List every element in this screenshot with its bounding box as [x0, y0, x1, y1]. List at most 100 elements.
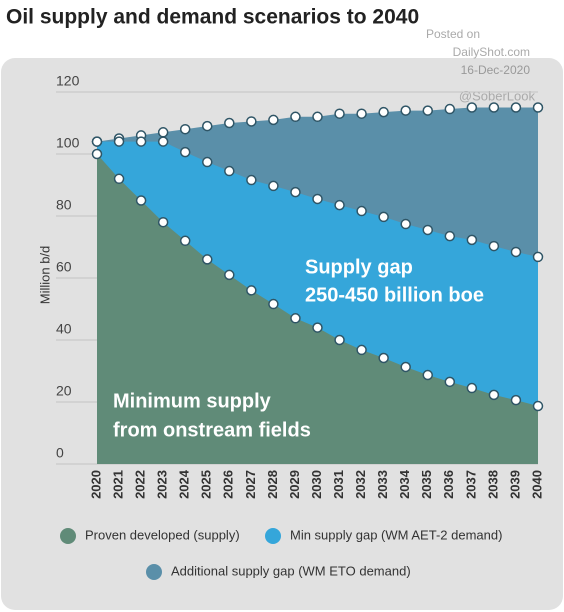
- point: [157, 127, 169, 138]
- x-tick-label: 2040: [529, 470, 544, 499]
- x-tick-label: 2020: [88, 470, 103, 499]
- point: [466, 102, 478, 113]
- chart-title: Oil supply and demand scenarios to 2040: [6, 6, 419, 29]
- point: [444, 230, 456, 242]
- point: [466, 234, 478, 246]
- point: [444, 103, 456, 115]
- x-tick-label: 2031: [331, 470, 346, 499]
- x-tick-label: 2037: [463, 470, 478, 499]
- x-tick-label: 2025: [199, 470, 214, 499]
- point: [179, 235, 191, 247]
- point: [356, 344, 367, 356]
- x-tick-label: 2033: [375, 470, 390, 499]
- y-axis-label: Million b/d: [37, 246, 52, 305]
- point: [510, 394, 522, 406]
- point: [422, 224, 433, 236]
- point: [356, 205, 367, 217]
- point: [334, 334, 345, 346]
- point: [532, 251, 544, 263]
- y-tick-label: 0: [56, 445, 64, 461]
- legend-marker: [265, 528, 281, 544]
- x-tick-label: 2029: [287, 470, 302, 499]
- point: [157, 136, 169, 147]
- point: [91, 136, 103, 147]
- x-tick-label: 2027: [243, 470, 258, 499]
- point: [532, 400, 544, 412]
- point: [444, 376, 456, 388]
- legend-marker: [60, 528, 76, 544]
- legend-marker: [146, 564, 162, 580]
- x-tick-label: 2022: [133, 470, 148, 499]
- point: [224, 269, 235, 281]
- x-tick-label: 2026: [221, 470, 236, 499]
- point: [378, 211, 389, 223]
- point: [224, 117, 235, 129]
- point: [157, 216, 169, 228]
- x-tick-label: 2035: [419, 470, 434, 499]
- x-tick-label: 2034: [397, 469, 412, 499]
- point: [224, 165, 235, 177]
- point: [400, 361, 411, 373]
- x-tick-label: 2030: [309, 470, 324, 499]
- point: [246, 174, 257, 186]
- legend-label: Proven developed (supply): [85, 527, 240, 542]
- legend-label: Min supply gap (WM AET-2 demand): [290, 527, 502, 542]
- point: [488, 240, 500, 252]
- annotation: Minimum supply: [113, 390, 272, 412]
- annotation: 250-450 billion boe: [305, 284, 484, 306]
- y-tick-label: 100: [56, 135, 80, 151]
- point: [268, 114, 279, 126]
- point: [532, 102, 544, 113]
- point: [202, 156, 213, 168]
- point: [268, 180, 279, 192]
- point: [179, 146, 191, 158]
- point: [290, 111, 301, 123]
- point: [422, 369, 433, 381]
- point: [378, 352, 389, 364]
- point: [312, 111, 323, 123]
- point: [378, 106, 389, 118]
- annotation: from onstream fields: [113, 419, 311, 441]
- point: [312, 322, 323, 333]
- point: [135, 136, 147, 147]
- watermark: 16-Dec-2020: [461, 63, 531, 77]
- point: [179, 123, 191, 135]
- x-tick-label: 2028: [265, 470, 280, 499]
- watermark: @SoberLook: [459, 88, 536, 103]
- x-tick-label: 2024: [177, 469, 192, 499]
- point: [113, 173, 125, 185]
- point: [246, 285, 257, 296]
- legend-label: Additional supply gap (WM ETO demand): [171, 563, 411, 578]
- point: [290, 186, 301, 198]
- x-tick-label: 2021: [110, 470, 125, 499]
- point: [135, 195, 147, 206]
- x-tick-label: 2036: [441, 470, 456, 499]
- point: [202, 254, 213, 265]
- point: [312, 193, 323, 205]
- x-tick-label: 2032: [353, 470, 368, 499]
- point: [400, 218, 411, 230]
- y-tick-label: 120: [56, 73, 80, 89]
- point: [466, 382, 478, 394]
- y-tick-label: 80: [56, 197, 72, 213]
- annotation: Supply gap: [305, 256, 413, 278]
- y-tick-label: 20: [56, 383, 72, 399]
- point: [422, 105, 433, 116]
- point: [246, 116, 257, 127]
- watermark: DailyShot.com: [453, 45, 530, 59]
- point: [488, 102, 500, 113]
- point: [290, 313, 301, 324]
- y-tick-label: 40: [56, 321, 72, 337]
- point: [334, 199, 345, 211]
- point: [202, 120, 213, 132]
- y-tick-label: 60: [56, 259, 72, 275]
- x-tick-label: 2023: [155, 470, 170, 499]
- point: [510, 102, 522, 113]
- point: [91, 148, 103, 160]
- point: [400, 105, 411, 116]
- x-tick-label: 2039: [507, 470, 522, 499]
- watermark: Posted on: [426, 27, 480, 41]
- point: [488, 389, 500, 401]
